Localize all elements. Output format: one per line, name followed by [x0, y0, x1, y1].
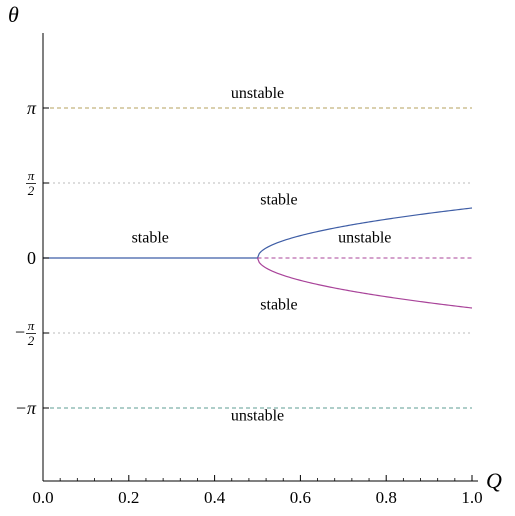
series-line-1 — [256, 207, 473, 259]
region-label-1: stable — [260, 192, 297, 209]
y-tick-label-3: − π2 — [14, 318, 36, 348]
y-tick-numerator: π — [28, 318, 35, 333]
y-tick-denominator: 2 — [28, 183, 35, 198]
y-tick-denominator: 2 — [28, 333, 35, 348]
x-axis-title: Q — [486, 468, 502, 493]
series-layer — [43, 107, 473, 409]
labels-layer: θ Q — [8, 2, 502, 493]
y-tick-numerator: π — [28, 168, 35, 183]
region-label-4: stable — [260, 297, 297, 314]
y-tick-sign: − — [14, 322, 26, 342]
x-tick-label-5: 1.0 — [461, 488, 482, 507]
region-label-5: unstable — [231, 407, 284, 424]
y-tick-label-0: π — [27, 98, 37, 118]
region-label-3: unstable — [338, 230, 391, 247]
region-label-0: unstable — [231, 85, 284, 102]
series-line-2 — [256, 257, 473, 309]
y-tick-label-4: −π — [15, 398, 37, 418]
y-tick-label-1: π2 — [26, 168, 36, 198]
x-tick-label-1: 0.2 — [118, 488, 139, 507]
x-tick-label-4: 0.8 — [376, 488, 397, 507]
x-tick-label-3: 0.6 — [290, 488, 311, 507]
y-tick-label-2: 0 — [27, 248, 36, 268]
annotations-layer: unstable stable stable unstable stable unstab… — [132, 85, 392, 424]
x-tick-label-0: 0.0 — [32, 488, 53, 507]
region-label-2: stable — [132, 230, 169, 247]
y-axis-title: θ — [8, 2, 19, 27]
x-tick-label-2: 0.4 — [204, 488, 226, 507]
